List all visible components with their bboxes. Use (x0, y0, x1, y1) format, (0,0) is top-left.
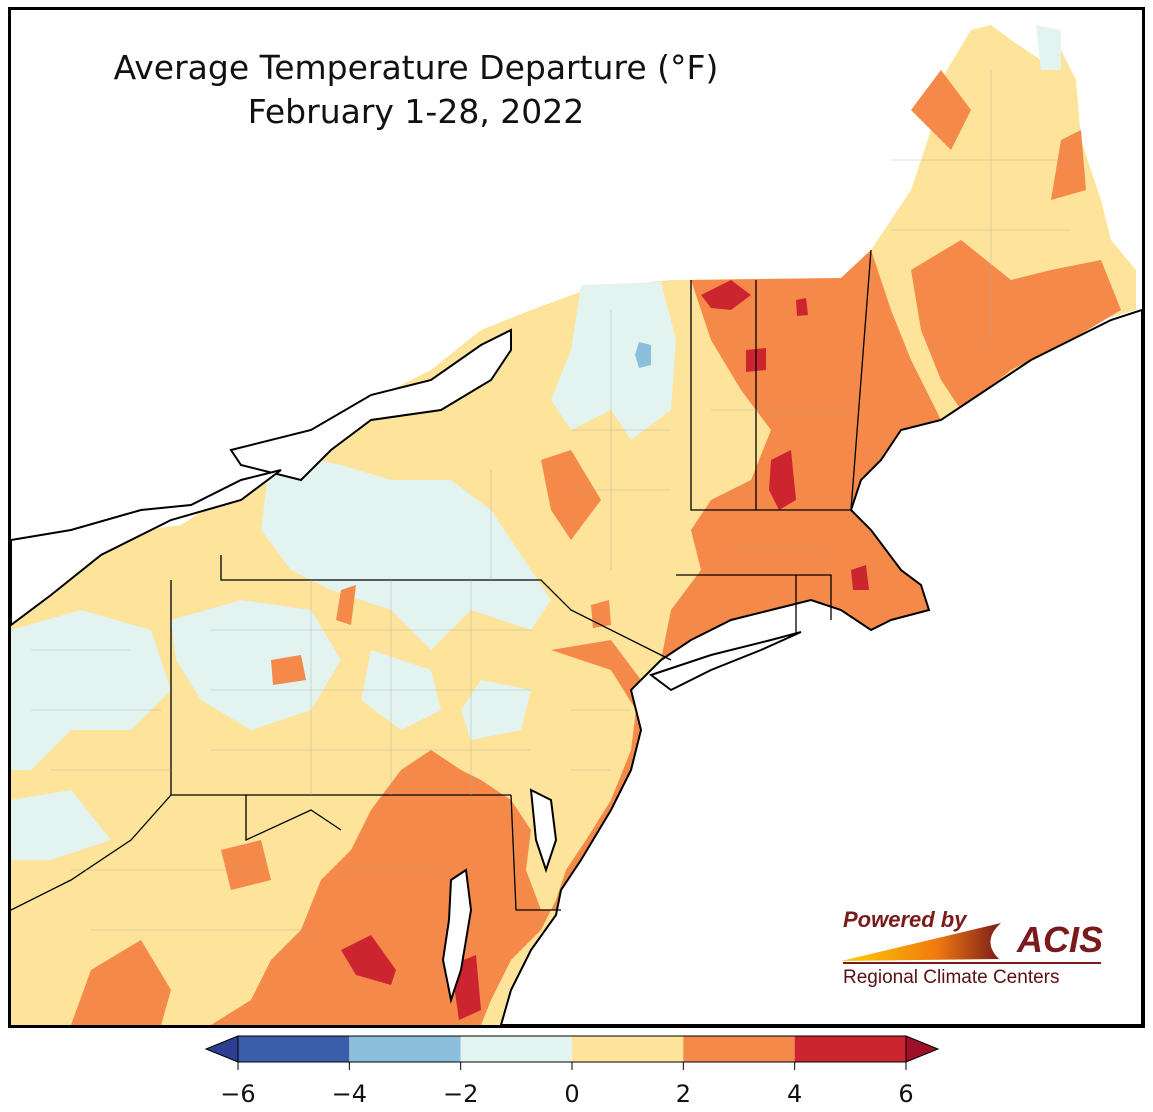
legend-bin (349, 1036, 461, 1062)
legend-tick-label: −2 (443, 1080, 478, 1108)
legend-bin (460, 1036, 572, 1062)
lake-erie (11, 469, 282, 627)
legend-tick-label: −4 (332, 1080, 367, 1108)
logo-name: ACIS (1017, 919, 1104, 960)
legend-tick-label: 2 (676, 1080, 691, 1108)
map-title: Average Temperature Departure (°F) (113, 48, 719, 87)
map-subtitle: February 1-28, 2022 (247, 92, 585, 131)
state-borders (11, 249, 872, 911)
water-bodies (11, 308, 1142, 1025)
map-frame: Average Temperature Departure (°F) Febru… (8, 7, 1145, 1028)
acis-swoosh-icon (841, 923, 1101, 964)
legend-tick-label: 6 (898, 1080, 913, 1108)
acis-logo: Powered by ACIS Regional Climate Centers (831, 901, 1111, 1001)
legend-tick-label: 0 (564, 1080, 579, 1108)
logo-subtitle: Regional Climate Centers (843, 967, 1060, 988)
legend-bin (794, 1036, 906, 1062)
long-island-sound (648, 631, 802, 692)
legend-extend-low (204, 1035, 239, 1063)
county-borders (31, 70, 1071, 931)
legend-tick-label: −6 (220, 1080, 255, 1108)
legend-bin (572, 1036, 684, 1062)
delaware-bay (529, 788, 558, 874)
legend-extend-high (905, 1035, 940, 1063)
lake-ontario (229, 328, 512, 482)
logo-powered-by: Powered by (843, 907, 967, 932)
chesapeake-bay (441, 868, 473, 1004)
warm-areas (71, 70, 1121, 1025)
color-legend: −6 −4 −2 0 2 4 6 (204, 1035, 940, 1108)
legend-bin (683, 1036, 795, 1062)
temperature-departure-map (11, 25, 1142, 1025)
legend-bin (238, 1036, 350, 1062)
cold-spot (635, 342, 651, 368)
legend-tick-label: 4 (787, 1080, 802, 1108)
atlantic-ocean (499, 308, 1142, 1025)
